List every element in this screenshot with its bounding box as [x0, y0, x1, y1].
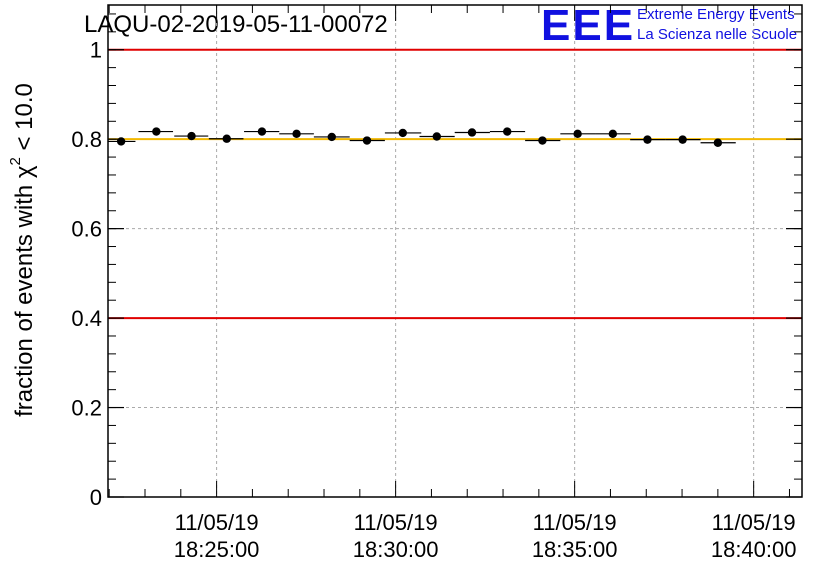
y-tick-label: 0.6 [71, 217, 102, 242]
y-axis-label-symbol: χ [11, 165, 38, 178]
plot-border [107, 4, 803, 498]
data-point [327, 132, 336, 142]
eee-logo: EEE Extreme Energy Events La Scienza nel… [541, 1, 797, 50]
grid-lines [108, 5, 802, 497]
data-point [187, 131, 196, 141]
x-tick-label-time: 18:35:00 [532, 537, 618, 562]
y-tick-label: 0 [90, 485, 102, 510]
data-point [608, 129, 618, 139]
data-point [257, 127, 267, 136]
x-tick-label-date: 11/05/19 [175, 510, 259, 535]
x-tick-label-date: 11/05/19 [354, 510, 438, 535]
data-point [362, 136, 372, 145]
eee-logo-mark: EEE [541, 1, 635, 50]
y-tick-label: 0.8 [71, 127, 102, 152]
x-tick-label-time: 18:30:00 [353, 537, 439, 562]
data-point [538, 136, 547, 145]
eee-logo-line2: La Scienza nelle Scuole [637, 26, 797, 43]
y-axis-label-text: fraction of events with [11, 178, 38, 417]
data-point [573, 129, 582, 139]
data-point [467, 128, 477, 137]
y-tick-label: 0.2 [71, 396, 102, 421]
data-point [503, 127, 512, 136]
eee-logo-line1: Extreme Energy Events [637, 6, 795, 23]
data-point [292, 129, 301, 139]
y-tick-label: 1 [90, 38, 102, 63]
y-axis-label-threshold: < 10.0 [11, 83, 38, 157]
data-point [432, 132, 441, 141]
y-axis-ticks: 0 0.2 0.4 0.6 0.8 1 [71, 13, 802, 510]
chart-title: LAQU-02-2019-05-11-00072 [84, 11, 388, 38]
data-point [713, 138, 723, 147]
x-tick-label-time: 18:40:00 [711, 537, 797, 562]
data-points [108, 127, 736, 147]
x-axis-ticks: 11/05/1918:25:0011/05/1918:30:0011/05/19… [108, 5, 797, 562]
data-point [643, 135, 652, 144]
data-point [398, 128, 407, 138]
reference-lines [108, 48, 802, 320]
plot-frame [107, 4, 803, 498]
y-axis-label-superscript: 2 [7, 157, 24, 165]
data-point [116, 137, 126, 146]
data-point [222, 134, 231, 143]
y-tick-label: 0.4 [71, 306, 102, 331]
x-tick-label-time: 18:25:00 [174, 537, 260, 562]
data-point [152, 127, 161, 136]
x-tick-label-date: 11/05/19 [533, 510, 617, 535]
y-axis-label: fraction of events with χ2 < 10.0 [7, 83, 38, 417]
x-tick-label-date: 11/05/19 [712, 510, 796, 535]
data-point [678, 135, 687, 144]
